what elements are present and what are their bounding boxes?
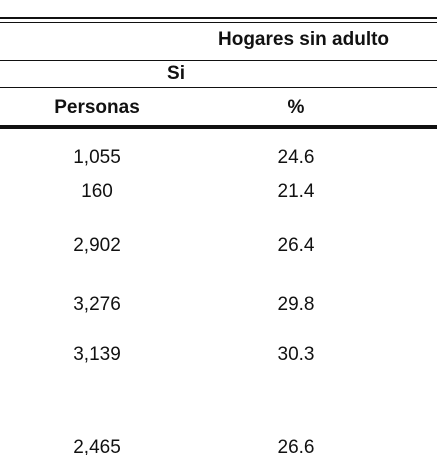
cell: 2,902 xyxy=(73,235,121,256)
cell: 26.4 xyxy=(277,235,315,256)
column-header: Personas xyxy=(54,97,140,118)
rule xyxy=(0,87,437,88)
cell: 21.4 xyxy=(277,181,315,202)
cell: 160 xyxy=(81,181,113,202)
cell: 26.6 xyxy=(277,437,315,455)
cell: 24.6 xyxy=(277,147,315,168)
rule xyxy=(0,22,437,23)
group-header: Hogares sin adulto xyxy=(218,29,390,50)
cell: 2,465 xyxy=(73,437,121,455)
cell: 30.3 xyxy=(277,344,315,365)
column-header: % xyxy=(287,97,305,118)
cell: 3,276 xyxy=(73,294,121,315)
rule xyxy=(0,125,437,129)
rule xyxy=(0,17,437,19)
cell: 1,055 xyxy=(73,147,121,168)
subheader: Si xyxy=(167,63,185,84)
cell: 3,139 xyxy=(73,344,121,365)
rule xyxy=(0,60,437,61)
cell: 29.8 xyxy=(277,294,315,315)
